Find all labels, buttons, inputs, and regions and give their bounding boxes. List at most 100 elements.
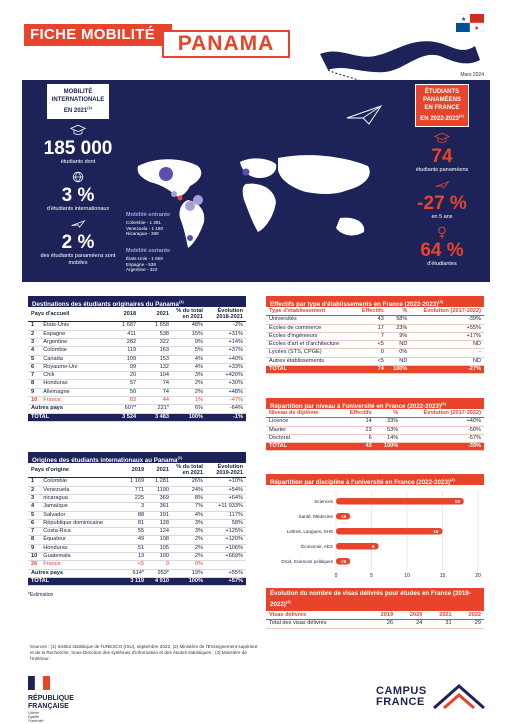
cell: 6 xyxy=(28,363,41,373)
france-change: -27 % xyxy=(417,193,467,214)
motto-line: Égalité xyxy=(28,715,39,720)
cell: Venezuela xyxy=(40,486,123,496)
cell: 2% xyxy=(172,379,206,389)
cell: Universités xyxy=(266,315,355,325)
cell: 1 xyxy=(28,477,41,487)
cell: -57% xyxy=(401,434,484,444)
publication-date: Mars 2024 xyxy=(460,72,484,78)
cell: 117% xyxy=(206,511,246,520)
cell: Guatemala xyxy=(40,552,123,562)
table-row: Total des visas délivrés 26 24 31 29 xyxy=(266,619,484,629)
table-row: 10 Guatemala 13 100 2% +669% xyxy=(28,552,246,562)
x-tick-label: 15 xyxy=(440,573,446,579)
title-sup: (1) xyxy=(177,455,183,460)
cell: Autres établissements xyxy=(266,357,355,367)
category-label: Lettres, Langues, SHS xyxy=(287,529,333,534)
graduation-cap-icon xyxy=(434,132,450,143)
cell: 9% xyxy=(386,332,411,342)
bar xyxy=(336,558,351,565)
cell: ND xyxy=(410,340,484,350)
cell: 4% xyxy=(172,511,206,520)
badge-line: PANAMÉENS xyxy=(423,97,461,103)
cell: -39% xyxy=(410,315,484,325)
table-title: Effectifs par type d'établissements en F… xyxy=(266,296,484,308)
bar xyxy=(336,543,379,550)
cell: 100% xyxy=(172,413,206,422)
cell: 105 xyxy=(147,544,172,554)
table-row: 2 Venezuela 771 1190 24% +54% xyxy=(28,486,246,496)
cell: 24% xyxy=(172,486,206,496)
cell: 49 xyxy=(122,535,148,545)
table-row: 1 États-Unis 1 687 1 658 48% -2% xyxy=(28,321,246,331)
cf-line: FRANCE xyxy=(376,696,425,708)
cell: 5 xyxy=(28,355,41,364)
category-label: Économie, AES xyxy=(301,543,333,549)
cell: Jamaïque xyxy=(40,502,123,512)
x-tick-label: 10 xyxy=(404,573,410,579)
chart-title: Répartition par discipline à l'universit… xyxy=(266,474,484,486)
cell: <5 xyxy=(354,340,387,350)
cell: 7 xyxy=(354,332,387,342)
table-row: 7 Costa Rica 55 124 3% +125% xyxy=(28,527,246,537)
cell: 13 xyxy=(122,552,148,562)
cell: 607* xyxy=(106,404,140,414)
title-text: Origines des étudiants internationaux au… xyxy=(32,457,178,465)
col-header: Effectifs xyxy=(338,409,375,419)
cell: +125% xyxy=(206,527,246,537)
estimation-note: *Estimation xyxy=(28,592,54,599)
table-row: 6 Royaume-Uni 99 132 4% +33% xyxy=(28,363,246,373)
bar-chart: 0 5 10 15 20 Sciences 18 Santé, Médecine <5 Lettr… xyxy=(281,491,481,579)
badge-sup: (1) xyxy=(87,105,93,110)
cell: +64% xyxy=(206,494,246,504)
cell: 26 xyxy=(366,619,397,629)
col-header: % du total en 2021 xyxy=(172,307,206,323)
cell: 2 xyxy=(28,330,41,340)
cell: TOTAL xyxy=(266,442,339,452)
destinations-table: Destinations des étudiants originaires d… xyxy=(28,296,246,422)
cell: +17% xyxy=(410,332,484,342)
cell: Doctorat xyxy=(266,434,339,444)
cell: 7 xyxy=(28,527,41,537)
table-row: 10 France 83 44 1% -47% xyxy=(28,396,246,406)
category-label: Droit, Sciences politiques xyxy=(281,559,333,564)
cell: 4 910 xyxy=(147,577,172,587)
globe-icon xyxy=(72,171,84,183)
cell: 83 xyxy=(106,396,140,406)
visa-table: Évolution du nombre de visas délivrés po… xyxy=(266,588,484,629)
cell: 29 xyxy=(454,619,484,629)
cell: Allemagne xyxy=(40,388,107,398)
cell: 100 xyxy=(147,552,172,562)
cell: 614* xyxy=(122,569,148,578)
cell: 17 xyxy=(354,324,387,333)
cell: Écoles d'ingénieurs xyxy=(266,332,355,342)
cell: 43 xyxy=(354,315,387,325)
col-header: Visas délivrés xyxy=(266,611,367,621)
badge-line: EN FRANCE xyxy=(424,105,460,111)
outbound-legend: Mobilité sortante États-Unis - 1 658 Esp… xyxy=(126,248,226,273)
cell: 26 xyxy=(28,560,41,570)
outbound-item: Argentine - 322 xyxy=(126,267,158,272)
col-header: % du total en 2021 xyxy=(172,463,206,479)
col-header: Évolution 2019-2021 xyxy=(206,463,246,479)
cell: +420% xyxy=(206,371,246,381)
cell: 411 xyxy=(106,330,140,340)
cell: 8% xyxy=(172,494,206,504)
cell: 128 xyxy=(147,519,172,529)
table-row: Doctorat 6 14% -57% xyxy=(266,434,484,444)
cell: +14% xyxy=(206,338,246,348)
cell: 4 xyxy=(28,346,41,356)
cell: 0% xyxy=(386,348,411,358)
france-count: 74 xyxy=(431,146,453,167)
col-header: 2019 xyxy=(366,611,397,621)
title-sup: (2) xyxy=(441,401,446,406)
female-symbol-icon xyxy=(438,226,446,239)
table-title: Destinations des étudiants originaires d… xyxy=(28,296,246,308)
cell: +30% xyxy=(206,379,246,389)
cell: 8 xyxy=(28,379,41,389)
badge-line: MOBILITÉ xyxy=(63,89,93,95)
category-label: Sciences xyxy=(314,499,333,504)
cell: 7% xyxy=(172,502,206,512)
table-row: Autres pays 614* 953* 19% +55% xyxy=(28,569,246,578)
cell: +33% xyxy=(206,363,246,373)
france-change-label: en 5 ans xyxy=(431,214,453,220)
